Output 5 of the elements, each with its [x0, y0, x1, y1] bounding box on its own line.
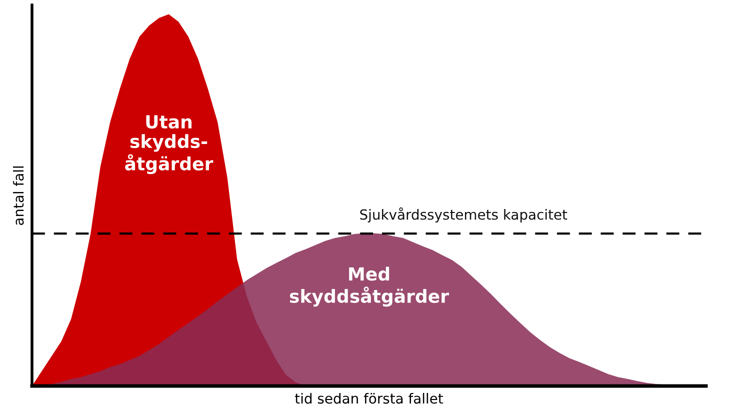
- x-axis-title: tid sedan första fallet: [295, 392, 444, 404]
- series-label: Utan skydds- åtgärder: [125, 115, 214, 174]
- ref-line-label: Sjukvårdssystemets kapacitet: [360, 207, 568, 222]
- series-label: Med skyddsåtgärder: [290, 266, 449, 307]
- y-axis-title: antal fall: [13, 166, 24, 225]
